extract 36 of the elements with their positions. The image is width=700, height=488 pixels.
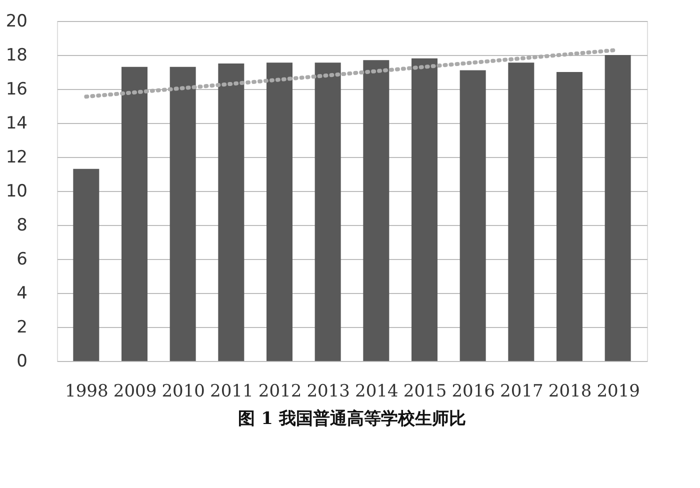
bar (122, 66, 148, 361)
bar (604, 55, 631, 361)
bar (266, 62, 292, 361)
x-tick-label: 2009 (113, 382, 157, 402)
x-tick-label: 2019 (596, 382, 640, 402)
y-tick-label: 20 (6, 12, 28, 32)
bar (363, 60, 390, 361)
bar (73, 168, 100, 361)
y-tick-label: 8 (16, 216, 28, 236)
x-tick-label: 2012 (258, 382, 302, 402)
y-tick-label: 2 (16, 318, 28, 338)
x-tick-label: 2010 (162, 382, 205, 402)
x-tick-label: 2015 (403, 382, 447, 402)
bar (218, 64, 244, 361)
bar (314, 62, 341, 361)
x-tick-label: 2018 (548, 382, 592, 402)
x-tick-label: 2014 (355, 382, 398, 402)
x-tick-label: 1998 (65, 382, 108, 402)
text: 图 1 我国普通高等学校生师比 (238, 408, 466, 429)
y-tick-label: 18 (6, 46, 28, 66)
x-tick-label: 2017 (500, 382, 544, 402)
y-tick-label: 14 (6, 114, 28, 134)
y-tick-label: 12 (6, 148, 28, 168)
y-tick-label: 16 (6, 80, 28, 100)
x-tick-label: 2016 (452, 382, 495, 402)
y-tick-label: 10 (6, 182, 28, 202)
bar (170, 66, 196, 361)
bar (460, 70, 486, 361)
x-tick-label: 2013 (306, 382, 350, 402)
y-tick-label: 6 (16, 250, 28, 270)
y-tick-label: 4 (16, 284, 28, 304)
x-tick-label: 2011 (210, 382, 254, 402)
bar (508, 62, 534, 361)
bar (412, 58, 438, 361)
bar (556, 72, 582, 361)
y-tick-label: 0 (16, 352, 28, 372)
